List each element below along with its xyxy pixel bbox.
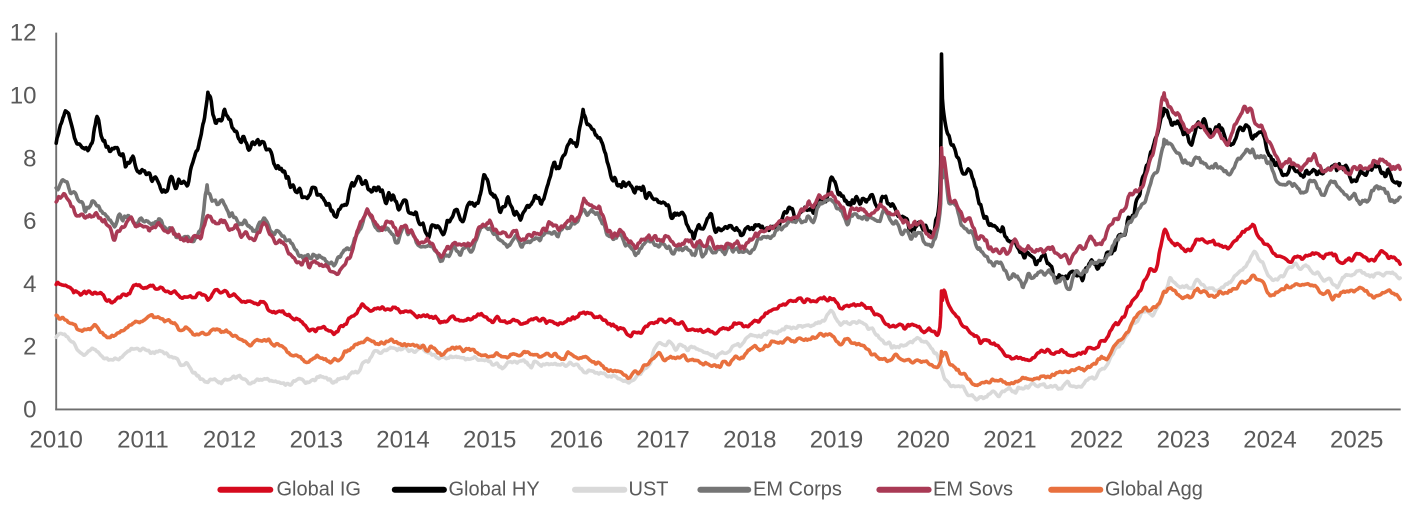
svg-text:Global Agg: Global Agg [1105,479,1203,501]
svg-text:2020: 2020 [897,426,950,453]
svg-text:6: 6 [23,208,36,235]
svg-text:2013: 2013 [290,426,343,453]
svg-text:4: 4 [23,271,36,298]
svg-text:UST: UST [629,479,669,501]
svg-text:0: 0 [23,397,36,424]
svg-text:2012: 2012 [203,426,256,453]
svg-text:2010: 2010 [30,426,83,453]
svg-text:EM Sovs: EM Sovs [933,479,1013,501]
svg-text:EM Corps: EM Corps [753,479,842,501]
svg-text:2016: 2016 [550,426,603,453]
svg-text:2015: 2015 [463,426,516,453]
svg-text:2024: 2024 [1243,426,1296,453]
svg-text:Global IG: Global IG [277,479,361,501]
svg-text:2017: 2017 [636,426,689,453]
svg-text:Global HY: Global HY [449,479,540,501]
svg-text:2019: 2019 [810,426,863,453]
svg-text:2014: 2014 [376,426,429,453]
svg-text:2021: 2021 [983,426,1036,453]
svg-text:8: 8 [23,145,36,172]
svg-text:12: 12 [10,20,37,47]
svg-text:2011: 2011 [117,426,169,453]
svg-text:2025: 2025 [1330,426,1383,453]
svg-text:2018: 2018 [723,426,776,453]
svg-text:10: 10 [10,83,37,110]
svg-text:2023: 2023 [1157,426,1210,453]
svg-text:2: 2 [23,334,36,361]
svg-text:2022: 2022 [1070,426,1123,453]
